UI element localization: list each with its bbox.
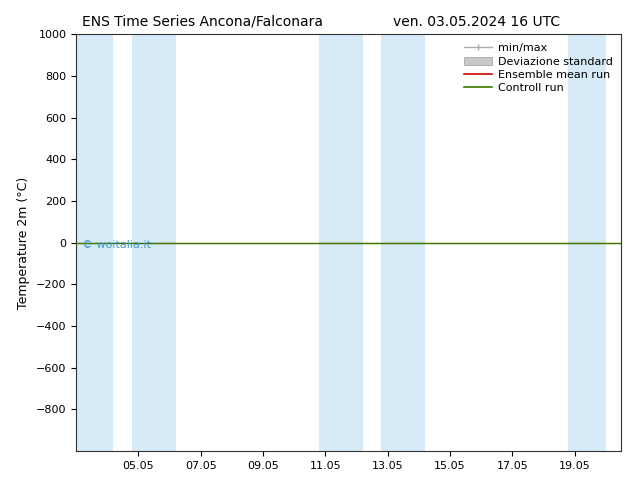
Legend: min/max, Deviazione standard, Ensemble mean run, Controll run: min/max, Deviazione standard, Ensemble m… bbox=[461, 40, 616, 97]
Bar bbox=[132, 34, 176, 451]
Bar bbox=[382, 34, 425, 451]
Text: ENS Time Series Ancona/Falconara: ENS Time Series Ancona/Falconara bbox=[82, 15, 323, 29]
Bar bbox=[568, 34, 605, 451]
Text: © woitalia.it: © woitalia.it bbox=[82, 241, 150, 250]
Text: ven. 03.05.2024 16 UTC: ven. 03.05.2024 16 UTC bbox=[393, 15, 560, 29]
Bar bbox=[76, 34, 113, 451]
Bar bbox=[319, 34, 363, 451]
Y-axis label: Temperature 2m (°C): Temperature 2m (°C) bbox=[17, 176, 30, 309]
